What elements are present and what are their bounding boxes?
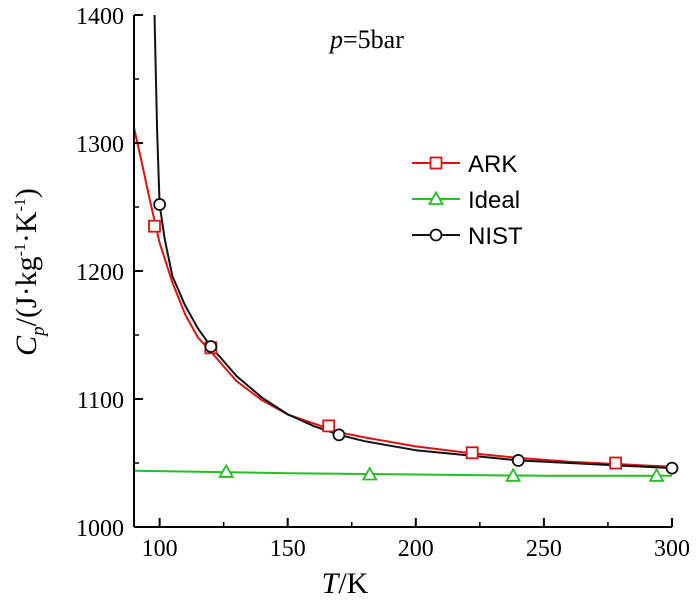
series-line-nist <box>153 15 672 470</box>
point-ark <box>609 456 623 470</box>
y-axis-exp1: -1 <box>12 243 29 256</box>
legend-label-ideal: Ideal <box>468 187 520 214</box>
legend-label-nist: NIST <box>468 223 523 250</box>
series-line-ideal <box>134 469 672 477</box>
y-axis-unit-open: /(J·kg <box>10 256 43 326</box>
y-axis-exp2: -1 <box>12 198 29 211</box>
x-tick-label: 250 <box>526 536 562 562</box>
legend-marker-ark <box>429 156 443 170</box>
y-tick-label: 1100 <box>77 388 124 414</box>
point-ark <box>148 219 161 233</box>
legend-label-ark: ARK <box>468 151 517 178</box>
y-tick-label: 1200 <box>76 260 124 286</box>
x-tick-label: 100 <box>142 536 178 562</box>
pressure-annotation: p=5bar <box>328 25 404 54</box>
plot-area <box>134 15 679 482</box>
x-axis-title: T/K <box>322 567 369 600</box>
x-tick-label: 150 <box>270 536 306 562</box>
point-ideal <box>648 467 665 482</box>
y-tick-label: 1300 <box>76 132 124 158</box>
y-axis-unit-mid: ·K <box>10 211 43 243</box>
point-nist <box>153 198 167 211</box>
x-axis-unit: /K <box>338 567 368 600</box>
point-ideal <box>218 463 235 478</box>
y-tick-label: 1400 <box>76 4 124 30</box>
y-axis-subscript: p <box>28 326 49 338</box>
point-ark <box>322 419 336 433</box>
y-axis-unit-close: ) <box>10 188 43 198</box>
x-tick-label: 200 <box>398 536 434 562</box>
point-ideal <box>361 466 378 481</box>
point-nist <box>511 454 525 467</box>
y-axis-symbol: C <box>10 335 43 356</box>
point-nist <box>332 428 346 442</box>
point-ideal <box>505 467 522 482</box>
legend: ARK Ideal NIST <box>412 151 523 250</box>
series-line-ark <box>134 127 672 468</box>
y-tick-label: 1000 <box>76 516 124 542</box>
point-nist <box>665 461 679 475</box>
legend-marker-ideal <box>427 190 445 205</box>
x-axis-symbol: T <box>322 567 341 600</box>
point-ark <box>465 446 479 460</box>
axis-ticks: 100 150 200 250 300 1000 1100 1200 1300 1400 <box>76 4 690 562</box>
pressure-symbol: p <box>328 25 343 54</box>
y-axis-title: Cp/(J·kg-1·K-1) <box>10 188 49 356</box>
point-nist <box>204 340 218 353</box>
series-group <box>134 15 672 477</box>
legend-marker-nist <box>429 228 443 242</box>
x-tick-label: 300 <box>654 536 690 562</box>
pressure-value: =5bar <box>343 25 404 54</box>
